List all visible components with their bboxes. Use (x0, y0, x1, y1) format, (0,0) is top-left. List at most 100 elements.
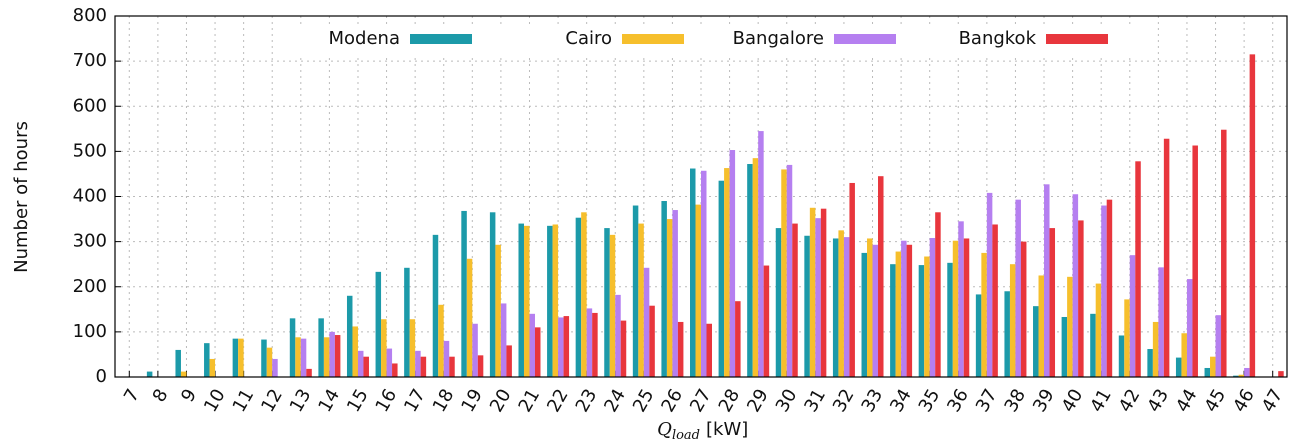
bar (443, 340, 450, 377)
bar (724, 168, 730, 377)
bar (558, 317, 564, 377)
x-tick-label: 22 (543, 386, 573, 416)
bar (563, 316, 570, 377)
bar (661, 201, 667, 377)
x-label-symbol: Q (657, 419, 672, 440)
bar (420, 356, 427, 377)
bar (901, 240, 907, 377)
bar (404, 267, 410, 377)
bar (547, 225, 553, 377)
x-tick-label: 17 (400, 386, 430, 416)
y-tick-label: 400 (73, 186, 107, 207)
bar (409, 319, 416, 377)
bar (272, 358, 278, 377)
x-tick-label: 35 (915, 386, 945, 416)
bar (1204, 367, 1211, 377)
bar (924, 256, 930, 377)
x-tick-label: 41 (1086, 386, 1116, 416)
bar (986, 192, 993, 377)
bar (1244, 367, 1250, 377)
legend-label: Cairo (565, 28, 612, 49)
bar (666, 219, 673, 377)
x-label-subscript: load (672, 428, 700, 443)
plot-frame (114, 15, 1288, 378)
bar (1095, 283, 1102, 377)
bar (1238, 374, 1245, 377)
bar (820, 208, 827, 377)
bar (735, 301, 741, 377)
bar (180, 371, 187, 377)
bar (701, 170, 707, 377)
x-tick-label: 43 (1143, 386, 1173, 416)
bar (204, 343, 210, 377)
x-tick-label: 20 (486, 386, 516, 416)
bar (929, 238, 936, 377)
x-tick-label: 29 (743, 386, 773, 416)
bar (1186, 279, 1193, 377)
bar (792, 223, 798, 377)
bar (832, 238, 839, 377)
x-tick-label: 11 (229, 386, 259, 416)
x-tick-label: 13 (286, 386, 316, 416)
bar (1278, 371, 1284, 377)
bar (781, 169, 787, 377)
x-tick-label: 19 (457, 386, 487, 416)
bar (432, 234, 439, 377)
bar (775, 228, 782, 377)
x-tick-label: 34 (886, 386, 916, 416)
bar (1072, 194, 1079, 377)
x-tick-label: 31 (800, 386, 830, 416)
bar (1215, 315, 1222, 377)
y-tick-label: 800 (73, 5, 107, 26)
bar (992, 224, 998, 377)
bar (300, 338, 307, 377)
y-tick-label: 700 (73, 50, 107, 71)
bar (1129, 255, 1136, 377)
bar (461, 210, 467, 377)
bar (1147, 349, 1153, 377)
bar (489, 212, 496, 377)
bar (495, 244, 501, 377)
bar (518, 223, 524, 377)
bar (895, 251, 902, 377)
bar (747, 164, 753, 377)
bar (615, 294, 621, 377)
legend-label: Bangalore (733, 28, 824, 49)
bar (958, 221, 964, 377)
bar (323, 337, 330, 377)
bar (581, 212, 587, 377)
legend-swatch (834, 34, 896, 44)
bar (1106, 199, 1113, 377)
bar (575, 217, 582, 377)
bar (346, 295, 353, 377)
bar (729, 150, 736, 377)
bar (1163, 138, 1170, 377)
bar (1152, 321, 1159, 377)
y-tick-label: 100 (73, 321, 107, 342)
bar (586, 308, 593, 377)
x-tick-label: 39 (1029, 386, 1059, 416)
bar (357, 350, 364, 377)
bar (386, 348, 393, 377)
bar (477, 355, 484, 377)
bar (706, 323, 712, 377)
bar (1181, 333, 1187, 377)
bar (758, 131, 764, 377)
x-tick-label: 12 (257, 386, 287, 416)
x-tick-label: 10 (200, 386, 230, 416)
bar (690, 168, 696, 377)
bar (1135, 161, 1141, 377)
bar (1049, 228, 1056, 377)
bar (1192, 145, 1198, 377)
bar (238, 338, 244, 377)
x-tick-label: 42 (1115, 386, 1145, 416)
bar (643, 267, 650, 377)
y-tick-label: 600 (73, 95, 107, 116)
bar (815, 218, 821, 377)
bar (232, 338, 239, 377)
bar (472, 323, 478, 377)
bar (295, 337, 301, 377)
bar (415, 350, 421, 377)
x-tick-label: 45 (1201, 386, 1231, 416)
bar (952, 240, 959, 377)
